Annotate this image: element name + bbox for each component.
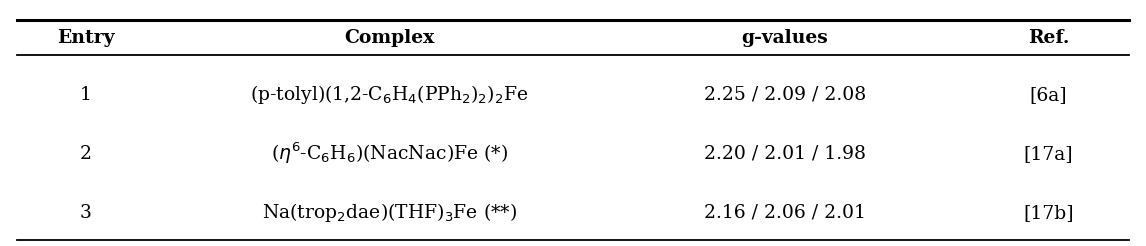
Text: 2.25 / 2.09 / 2.08: 2.25 / 2.09 / 2.08: [704, 86, 866, 104]
Text: 3: 3: [80, 204, 92, 222]
Text: 1: 1: [80, 86, 92, 104]
Text: g-values: g-values: [741, 29, 829, 47]
Text: 2.16 / 2.06 / 2.01: 2.16 / 2.06 / 2.01: [704, 204, 866, 222]
Text: [6a]: [6a]: [1030, 86, 1067, 104]
Text: Entry: Entry: [57, 29, 115, 47]
Text: Ref.: Ref.: [1028, 29, 1069, 47]
Text: Complex: Complex: [345, 29, 434, 47]
Text: 2.20 / 2.01 / 1.98: 2.20 / 2.01 / 1.98: [704, 145, 866, 163]
Text: [17a]: [17a]: [1023, 145, 1074, 163]
Text: ($\eta^6$-C$_6$H$_6$)(NacNac)Fe (*): ($\eta^6$-C$_6$H$_6$)(NacNac)Fe (*): [272, 141, 508, 167]
Text: (p-tolyl)(1,2-C$_6$H$_4$(PPh$_2$)$_2$)$_2$Fe: (p-tolyl)(1,2-C$_6$H$_4$(PPh$_2$)$_2$)$_…: [251, 83, 528, 106]
Text: [17b]: [17b]: [1023, 204, 1074, 222]
Text: 2: 2: [80, 145, 92, 163]
Text: Na(trop$_2$dae)(THF)$_3$Fe (**): Na(trop$_2$dae)(THF)$_3$Fe (**): [262, 201, 517, 224]
